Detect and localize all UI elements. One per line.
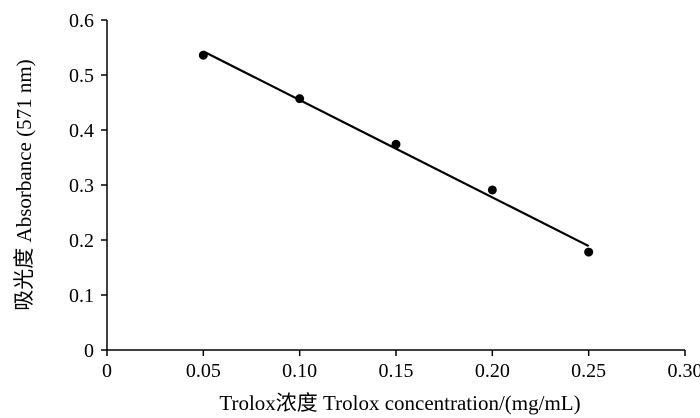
data-point: [391, 139, 401, 149]
y-tick-label: 0: [84, 340, 94, 362]
y-tick-label: 0.3: [69, 175, 94, 197]
data-point: [584, 247, 594, 257]
y-tick-label: 0.2: [69, 230, 94, 252]
data-point: [198, 50, 208, 60]
x-tick-label: 0.05: [186, 360, 221, 382]
y-tick-label: 0.4: [69, 120, 94, 142]
data-point: [295, 94, 305, 104]
x-tick-label: 0.10: [282, 360, 317, 382]
y-axis-title: 吸光度 Absorbance (571 nm): [12, 59, 36, 310]
y-tick-label: 0.5: [69, 65, 94, 87]
y-tick-label: 0.6: [69, 10, 94, 32]
x-tick-label: 0.30: [668, 360, 700, 382]
plot-area: 0 0.05 0.10 0.15 0.20 0.25 0.30 00.10.20.30.40…: [69, 10, 700, 382]
x-axis-ticks: 0 0.05 0.10 0.15 0.20 0.25 0.30: [102, 350, 700, 382]
y-axis-ticks: 0 0.1 0.2 0.3 0.4 0.5 0.6: [69, 10, 107, 362]
x-tick-label: 0: [102, 360, 112, 382]
y-tick-label: 0.1: [69, 285, 94, 307]
x-tick-label: 0.25: [571, 360, 606, 382]
x-tick-label: 0.20: [475, 360, 510, 382]
data-point: [487, 185, 497, 195]
x-tick-label: 0.15: [379, 360, 414, 382]
data-points: [198, 50, 594, 257]
x-axis-title: Trolox浓度 Trolox concentration/(mg/mL): [219, 391, 580, 415]
